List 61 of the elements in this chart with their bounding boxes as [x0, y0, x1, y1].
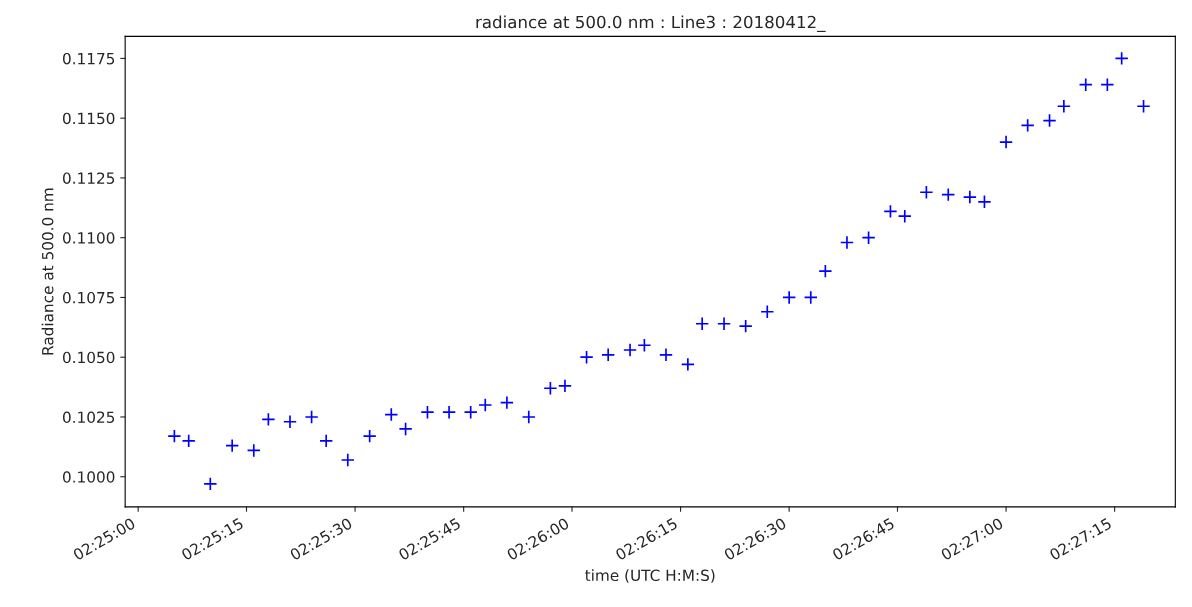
point: [839, 235, 855, 250]
y-tick-label: 0.1075: [62, 291, 115, 304]
point: [499, 395, 514, 410]
point: [282, 414, 298, 429]
point: [717, 316, 732, 331]
y-tick-label: 0.1175: [62, 52, 115, 65]
point: [167, 429, 182, 444]
point: [601, 347, 616, 362]
point: [579, 350, 594, 365]
y-tick-label: 0.1050: [62, 351, 115, 364]
point: [1042, 113, 1057, 128]
y-axis-title: Radiance at 500.0 nm: [41, 188, 54, 355]
y-tick-label: 0.1125: [62, 172, 115, 184]
point: [658, 347, 674, 362]
point: [1100, 77, 1115, 92]
point: [398, 421, 413, 436]
point: [304, 409, 319, 425]
point: [782, 290, 797, 305]
point: [623, 342, 638, 358]
point: [521, 409, 536, 425]
point: [420, 405, 435, 420]
point: [1056, 99, 1071, 114]
point: [1136, 99, 1151, 114]
point: [543, 381, 558, 396]
point: [803, 290, 818, 305]
point: [999, 135, 1014, 150]
point: [181, 433, 196, 448]
y-tick-label: 0.1100: [62, 232, 115, 244]
point: [883, 204, 898, 219]
point: [203, 476, 218, 491]
chart-title: radiance at 500.0 nm : Line3 : 20180412_: [476, 15, 826, 33]
point: [463, 405, 478, 420]
point: [760, 304, 775, 319]
y-tick-label: 0.1150: [62, 112, 115, 125]
point: [557, 378, 573, 393]
y-tick-label: 0.1000: [62, 471, 115, 483]
point: [478, 397, 493, 413]
point: [225, 438, 240, 453]
x-axis-title: time (UTC H:M:S): [585, 569, 715, 583]
point: [1020, 118, 1035, 133]
point: [861, 230, 876, 245]
point: [246, 443, 261, 458]
point: [680, 357, 695, 372]
y-tick-label: 0.1025: [62, 411, 115, 423]
point: [362, 429, 377, 444]
point: [319, 433, 334, 448]
point: [1078, 77, 1093, 92]
point: [962, 190, 977, 205]
point: [1114, 51, 1129, 66]
point: [261, 412, 276, 427]
point: [384, 407, 399, 422]
point: [340, 452, 355, 468]
point: [738, 319, 753, 334]
point: [897, 209, 912, 224]
point: [442, 405, 457, 420]
point: [977, 194, 992, 209]
point: [818, 264, 833, 279]
point: [941, 187, 956, 202]
point: [695, 316, 710, 331]
point: [919, 185, 934, 200]
point: [637, 338, 652, 353]
